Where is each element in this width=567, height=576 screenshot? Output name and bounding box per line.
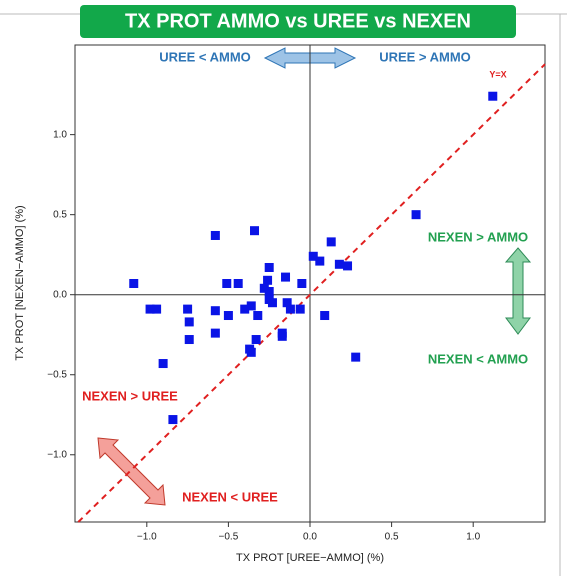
point xyxy=(210,306,220,316)
x-tick-label: −0.5 xyxy=(219,532,239,543)
y-axis-label: TX PROT [NEXEN−AMMO] (%) xyxy=(14,205,26,360)
point xyxy=(250,226,260,236)
point xyxy=(326,237,336,247)
y-tick-label: 1.0 xyxy=(53,129,67,140)
y-tick-label: −0.5 xyxy=(47,369,67,380)
point xyxy=(411,210,421,220)
point xyxy=(222,279,232,288)
point xyxy=(246,301,256,311)
point xyxy=(259,283,269,293)
point xyxy=(343,261,353,271)
point xyxy=(168,415,178,425)
point xyxy=(251,335,261,345)
point xyxy=(264,287,274,297)
annotation: NEXEN > UREE xyxy=(82,388,178,403)
point xyxy=(315,256,325,266)
point xyxy=(263,275,273,285)
point xyxy=(334,259,344,269)
point xyxy=(152,304,162,314)
point xyxy=(184,335,194,345)
arrow xyxy=(97,437,166,506)
point xyxy=(295,304,305,314)
point xyxy=(233,279,243,288)
point xyxy=(223,311,233,321)
x-tick-label: 0.5 xyxy=(385,532,399,543)
point xyxy=(129,279,139,288)
annotation: Y=X xyxy=(489,69,506,79)
point xyxy=(282,298,292,308)
title-banner xyxy=(80,5,516,38)
annotation: NEXEN > AMMO xyxy=(428,229,528,244)
x-tick-label: 0.0 xyxy=(303,532,317,543)
x-tick-label: −1.0 xyxy=(137,532,157,543)
point xyxy=(210,230,220,240)
point xyxy=(281,272,291,282)
point xyxy=(240,304,250,314)
arrow xyxy=(504,247,532,335)
point xyxy=(210,328,220,338)
point xyxy=(158,359,168,369)
reference-line xyxy=(77,63,546,523)
point xyxy=(285,304,295,314)
point xyxy=(246,347,256,357)
point xyxy=(264,295,274,305)
annotation: NEXEN < UREE xyxy=(182,489,278,504)
point xyxy=(297,279,307,288)
point xyxy=(308,251,318,261)
point xyxy=(183,304,193,314)
annotation: NEXEN < AMMO xyxy=(428,351,528,366)
y-tick-label: 0.0 xyxy=(53,289,67,300)
point xyxy=(320,311,330,321)
point xyxy=(351,352,361,362)
point xyxy=(277,331,287,341)
point xyxy=(488,91,498,101)
x-axis-label: TX PROT [UREE−AMMO] (%) xyxy=(236,552,384,564)
point xyxy=(264,262,274,272)
chart-title: TX PROT AMMO vs UREE vs NEXEN xyxy=(125,10,471,32)
x-tick-label: 1.0 xyxy=(466,532,480,543)
y-tick-label: 0.5 xyxy=(53,209,67,220)
point xyxy=(145,304,155,314)
y-tick-label: −1.0 xyxy=(47,449,67,460)
point xyxy=(184,317,194,327)
annotation: UREE < AMMO xyxy=(159,49,251,64)
annotation: UREE > AMMO xyxy=(379,49,471,64)
point xyxy=(253,311,263,321)
